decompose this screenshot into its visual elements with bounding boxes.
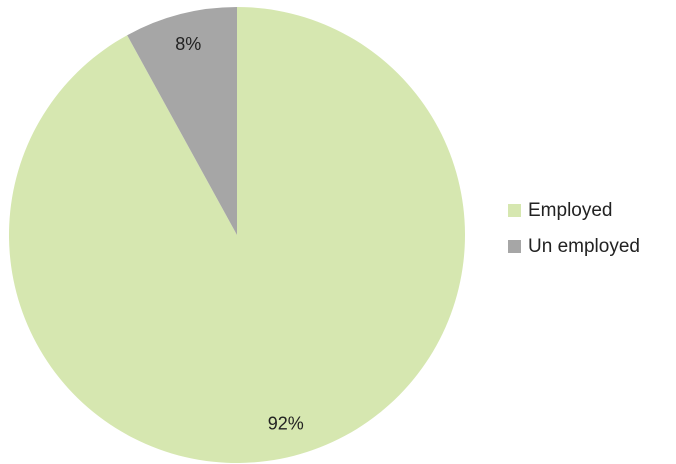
pie-slice-un-employed [127, 7, 237, 235]
legend-label-employed: Employed [528, 200, 613, 221]
pie-data-labels: 92% 8% [175, 34, 304, 434]
pie-slices [8, 7, 466, 463]
legend-swatch-un-employed [508, 240, 521, 253]
legend-label-un-employed: Un employed [528, 236, 640, 257]
data-label-un-employed: 8% [175, 34, 201, 54]
legend-swatch-employed [508, 204, 521, 217]
data-label-employed: 92% [268, 414, 304, 434]
legend: Employed Un employed [508, 200, 640, 257]
